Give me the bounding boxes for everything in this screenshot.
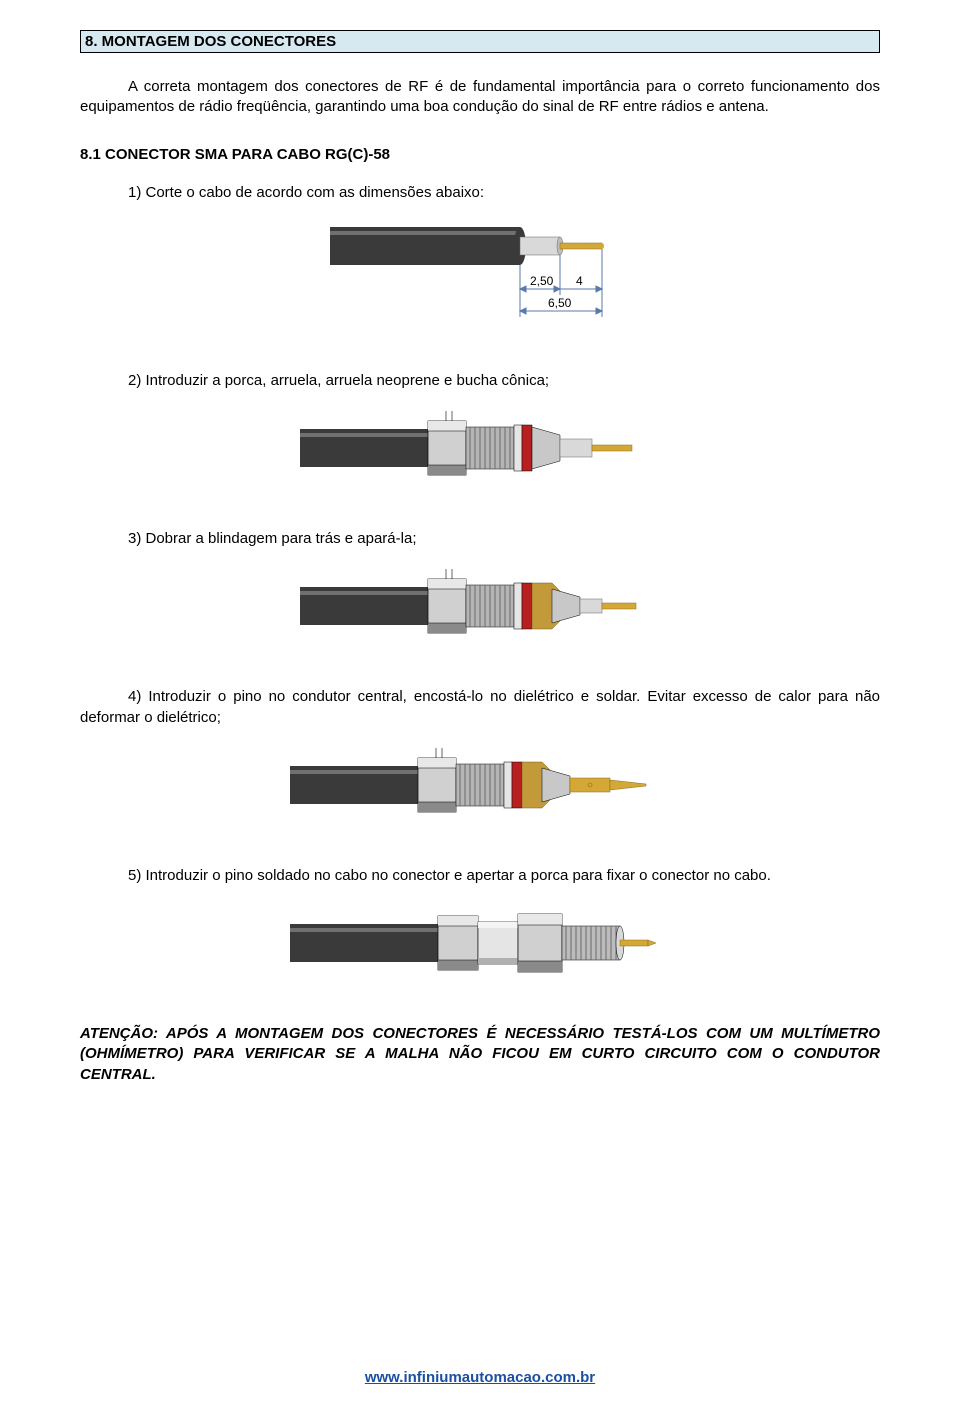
figure-5 bbox=[80, 898, 880, 988]
intro-paragraph: A correta montagem dos conectores de RF … bbox=[80, 77, 880, 118]
dim-2: 4 bbox=[576, 274, 583, 288]
step-1-text: 1) Corte o cabo de acordo com as dimensõ… bbox=[80, 183, 880, 203]
figure-2 bbox=[80, 403, 880, 493]
dim-3: 6,50 bbox=[548, 296, 572, 310]
section-header: 8. MONTAGEM DOS CONECTORES bbox=[80, 30, 880, 53]
connector-assembly-2 bbox=[300, 403, 660, 493]
step-3-text: 3) Dobrar a blindagem para trás e apará-… bbox=[80, 529, 880, 549]
figure-1: 2,50 4 6,50 bbox=[80, 215, 880, 335]
connector-assembly-4 bbox=[290, 740, 670, 830]
section-header-text: 8. MONTAGEM DOS CONECTORES bbox=[85, 33, 336, 50]
cable-cut-diagram: 2,50 4 6,50 bbox=[330, 215, 630, 335]
figure-3 bbox=[80, 561, 880, 651]
step-4-text: 4) Introduzir o pino no condutor central… bbox=[80, 687, 880, 728]
step-2-text: 2) Introduzir a porca, arruela, arruela … bbox=[80, 371, 880, 391]
connector-final bbox=[290, 898, 670, 988]
figure-4 bbox=[80, 740, 880, 830]
connector-assembly-3 bbox=[300, 561, 660, 651]
warning-paragraph: ATENÇÃO: APÓS A MONTAGEM DOS CONECTORES … bbox=[80, 1024, 880, 1085]
subsection-title: 8.1 CONECTOR SMA PARA CABO RG(C)-58 bbox=[80, 146, 880, 163]
step-5-text: 5) Introduzir o pino soldado no cabo no … bbox=[80, 866, 880, 886]
footer-url: www.infiniumautomacao.com.br bbox=[365, 1369, 595, 1386]
dim-1: 2,50 bbox=[530, 274, 554, 288]
footer-link[interactable]: www.infiniumautomacao.com.br bbox=[0, 1369, 960, 1386]
